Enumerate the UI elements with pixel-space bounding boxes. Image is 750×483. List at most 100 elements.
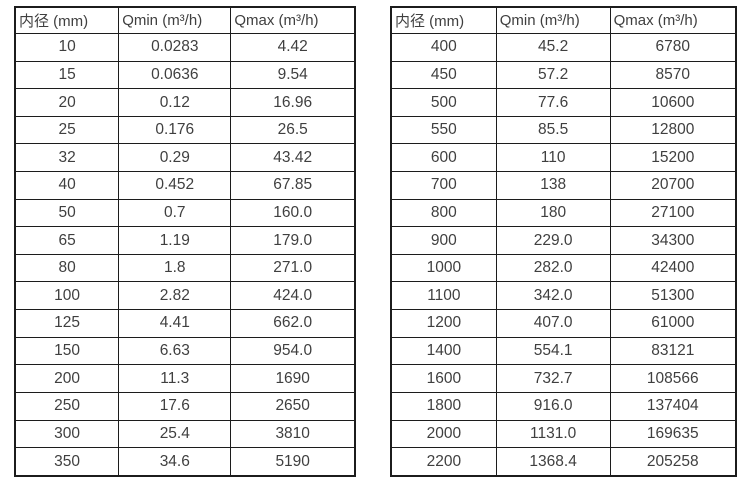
table-row: 550 85.5 12800 [390,115,737,145]
table-header: 内径 (mm) Qmin (m³/h) Qmax (m³/h) [14,6,356,34]
table-cell: 137404 [609,391,737,421]
table-row: 1000 282.0 42400 [390,253,737,283]
table-cell: 1800 [390,391,497,421]
table-cell: 80 [14,253,120,283]
column-header: Qmin (m³/h) [118,6,232,34]
table-cell: 10 [14,33,120,62]
table-row: 700 138 20700 [390,171,737,200]
flow-rate-table-large-diameters: 内径 (mm) Qmin (m³/h) Qmax (m³/h) 400 45.2 678… [390,6,737,477]
table-cell: 27100 [609,198,737,228]
table-cell: 954.0 [230,336,356,366]
table-row: 1800 916.0 137404 [390,391,737,421]
table-row: 800 180 27100 [390,198,737,228]
table-cell: 250 [14,391,120,421]
table-cell: 350 [14,447,120,477]
table-cell: 1131.0 [495,419,611,449]
table-cell: 916.0 [495,391,611,421]
table-cell: 40 [14,171,120,200]
table-cell: 3810 [230,419,356,449]
header-row: 内径 (mm) Qmin (m³/h) Qmax (m³/h) [14,6,356,34]
table-cell: 342.0 [495,281,611,311]
table-cell: 2650 [230,391,356,421]
table-cell: 1600 [390,364,497,393]
table-cell: 600 [390,143,497,173]
table-cell: 1400 [390,336,497,366]
table-cell: 110 [495,143,611,173]
table-cell: 65 [14,226,120,255]
table-cell: 550 [390,115,497,145]
table-row: 300 25.4 3810 [14,419,356,449]
header-row: 内径 (mm) Qmin (m³/h) Qmax (m³/h) [390,6,737,34]
table-cell: 6.63 [118,336,232,366]
table-cell: 2200 [390,447,497,477]
table-cell: 17.6 [118,391,232,421]
table-row: 20 0.12 16.96 [14,88,356,117]
table-cell: 5190 [230,447,356,477]
table-cell: 4.42 [230,33,356,62]
table-cell: 10600 [609,88,737,117]
table-body: 10 0.0283 4.42 15 0.0636 9.54 20 0.12 16.96 25 0.1… [14,33,356,477]
table-cell: 1368.4 [495,447,611,477]
table-cell: 0.29 [118,143,232,173]
table-row: 40 0.452 67.85 [14,171,356,200]
table-row: 1400 554.1 83121 [390,336,737,366]
table-cell: 67.85 [230,171,356,200]
table-cell: 51300 [609,281,737,311]
table-row: 1200 407.0 61000 [390,309,737,338]
table-cell: 20700 [609,171,737,200]
table-cell: 125 [14,309,120,338]
table-row: 600 110 15200 [390,143,737,173]
table-cell: 20 [14,88,120,117]
table-cell: 0.0636 [118,60,232,90]
table-cell: 25 [14,115,120,145]
table-row: 200 11.3 1690 [14,364,356,393]
table-cell: 271.0 [230,253,356,283]
table-cell: 15200 [609,143,737,173]
table-cell: 500 [390,88,497,117]
column-header: Qmax (m³/h) [609,6,737,34]
table-cell: 61000 [609,309,737,338]
flow-rate-table-small-diameters: 内径 (mm) Qmin (m³/h) Qmax (m³/h) 10 0.0283 4.… [14,6,356,477]
table-row: 2000 1131.0 169635 [390,419,737,449]
table-cell: 700 [390,171,497,200]
table-row: 25 0.176 26.5 [14,115,356,145]
table-cell: 4.41 [118,309,232,338]
table-cell: 1.19 [118,226,232,255]
table-row: 150 6.63 954.0 [14,336,356,366]
table-cell: 34300 [609,226,737,255]
table-cell: 662.0 [230,309,356,338]
table-row: 1100 342.0 51300 [390,281,737,311]
table-cell: 45.2 [495,33,611,62]
table-cell: 83121 [609,336,737,366]
table-cell: 179.0 [230,226,356,255]
table-cell: 100 [14,281,120,311]
column-header: 内径 (mm) [14,6,120,34]
table-cell: 732.7 [495,364,611,393]
column-header: Qmax (m³/h) [230,6,356,34]
column-header: Qmin (m³/h) [495,6,611,34]
table-cell: 424.0 [230,281,356,311]
table-cell: 50 [14,198,120,228]
table-row: 500 77.6 10600 [390,88,737,117]
table-row: 400 45.2 6780 [390,33,737,62]
table-cell: 150 [14,336,120,366]
table-cell: 34.6 [118,447,232,477]
table-cell: 9.54 [230,60,356,90]
table-cell: 11.3 [118,364,232,393]
table-cell: 12800 [609,115,737,145]
table-row: 450 57.2 8570 [390,60,737,90]
table-cell: 160.0 [230,198,356,228]
table-row: 2200 1368.4 205258 [390,447,737,477]
table-row: 1600 732.7 108566 [390,364,737,393]
table-row: 10 0.0283 4.42 [14,33,356,62]
table-cell: 1.8 [118,253,232,283]
table-cell: 57.2 [495,60,611,90]
table-cell: 2000 [390,419,497,449]
table-row: 100 2.82 424.0 [14,281,356,311]
table-row: 32 0.29 43.42 [14,143,356,173]
table-cell: 900 [390,226,497,255]
table-cell: 1690 [230,364,356,393]
table-cell: 8570 [609,60,737,90]
table-cell: 180 [495,198,611,228]
